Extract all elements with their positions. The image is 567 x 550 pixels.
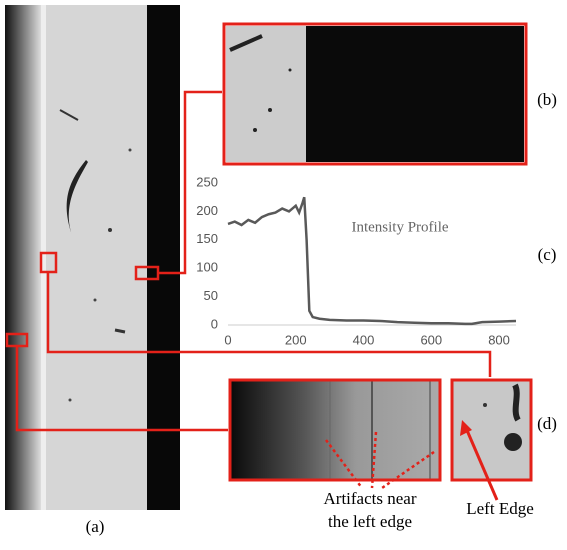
arrow-head <box>460 420 472 436</box>
panel-label: (d) <box>537 414 557 433</box>
chart-title: Intensity Profile <box>351 219 448 235</box>
x-tick-label: 200 <box>285 332 307 347</box>
left-edge-arrow <box>464 427 499 501</box>
y-tick-label: 0 <box>211 316 218 331</box>
intensity-chart: 0 50 100 150 200 250 0 200 400 600 800 <box>196 174 517 347</box>
y-tick-label: 200 <box>196 203 218 218</box>
x-tick-label: 600 <box>420 332 442 347</box>
x-tick-label: 0 <box>224 332 231 347</box>
artifact-arrows <box>325 431 435 490</box>
connectors <box>5 90 492 432</box>
annotation: Left Edge <box>466 499 534 518</box>
zoom-image-b <box>222 22 528 166</box>
panel-label: (a) <box>86 517 105 536</box>
panel-label: (c) <box>538 245 557 264</box>
panel-label: (b) <box>537 90 557 109</box>
y-tick-label: 150 <box>196 231 218 246</box>
zoom-image-d <box>228 378 533 482</box>
y-tick-label: 50 <box>204 288 218 303</box>
annotation: Artifacts near <box>324 489 417 508</box>
y-tick-label: 100 <box>196 260 218 275</box>
y-tick-label: 250 <box>196 174 218 189</box>
profile-line <box>227 196 517 326</box>
x-tick-label: 800 <box>488 332 510 347</box>
annotation: the left edge <box>328 512 412 531</box>
x-tick-label: 400 <box>353 332 375 347</box>
strip-image <box>5 5 180 510</box>
